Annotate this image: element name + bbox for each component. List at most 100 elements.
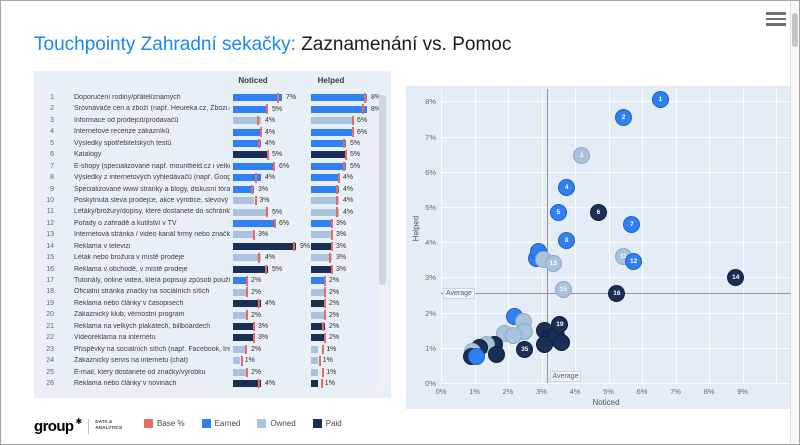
base-percent-tick	[272, 161, 275, 172]
helped-bar-cell: 2%	[311, 321, 383, 332]
scatter-point[interactable]	[487, 346, 505, 364]
noticed-bar[interactable]	[233, 128, 261, 136]
noticed-bar[interactable]	[233, 94, 282, 102]
list-scrollbar[interactable]	[379, 93, 386, 390]
scatter-point-6[interactable]: 6	[589, 203, 607, 221]
scatter-point-35[interactable]: 35	[516, 341, 534, 359]
scatter-point-4[interactable]: 4	[558, 179, 576, 197]
row-label: Videoreklama na internetu	[74, 334, 156, 342]
helped-bar[interactable]	[311, 197, 339, 205]
noticed-bar[interactable]	[233, 174, 261, 182]
noticed-bar[interactable]	[233, 197, 254, 205]
helped-bar[interactable]	[311, 139, 346, 147]
scatter-point[interactable]	[504, 326, 522, 344]
helped-bar[interactable]	[311, 117, 353, 125]
scatter-point-3[interactable]: 3	[573, 147, 591, 165]
page-scrollbar[interactable]	[790, 1, 799, 444]
scatter-point-19[interactable]: 19	[551, 316, 569, 334]
noticed-bar[interactable]	[233, 300, 261, 308]
helped-bar[interactable]	[311, 368, 318, 376]
noticed-bar[interactable]	[233, 208, 268, 216]
scatter-point-15[interactable]: 15	[554, 281, 572, 299]
noticed-bar[interactable]	[233, 139, 261, 147]
table-row: 16 Reklama v obchodě, v místě prodeje 5% 3%	[34, 264, 391, 275]
legend-item-base[interactable]: Base %	[144, 419, 185, 428]
table-row: 20 Zákaznický klub, věrnostní program 2% 2%	[34, 309, 391, 320]
bar-value: 6%	[279, 162, 290, 170]
gridline-vertical	[608, 89, 610, 383]
row-label: Tutoriály, online videa, která popisují …	[74, 277, 230, 284]
noticed-bar[interactable]	[233, 265, 268, 273]
noticed-bar[interactable]	[233, 357, 240, 365]
helped-bar[interactable]	[311, 128, 353, 136]
noticed-bar[interactable]	[233, 162, 275, 170]
noticed-bar[interactable]	[233, 242, 296, 250]
helped-bar[interactable]	[311, 220, 332, 227]
helped-bar[interactable]	[311, 300, 325, 308]
row-rank: 6	[50, 151, 54, 159]
page-scrollbar-thumb[interactable]	[792, 13, 798, 47]
scatter-point[interactable]	[467, 348, 485, 366]
scatter-point-13[interactable]: 13	[544, 254, 562, 272]
helped-bar[interactable]	[311, 242, 332, 250]
noticed-bar[interactable]	[233, 345, 247, 353]
legend-item-owned[interactable]: Owned	[257, 419, 296, 428]
helped-bar[interactable]	[311, 174, 339, 182]
scatter-point-1[interactable]: 1	[651, 91, 669, 109]
helped-bar[interactable]	[311, 357, 318, 365]
y-axis-tick: 7%	[425, 132, 436, 142]
bar-value: 1%	[322, 357, 333, 365]
scatter-point-5[interactable]: 5	[549, 203, 567, 221]
helped-bar[interactable]	[311, 105, 367, 113]
scatter-point-2[interactable]: 2	[615, 108, 633, 126]
helped-bar[interactable]	[311, 334, 325, 342]
scatter-point[interactable]	[553, 334, 571, 352]
helped-bar[interactable]	[311, 311, 325, 319]
row-rank: 8	[50, 174, 54, 182]
chart-menu-icon[interactable]	[766, 12, 786, 28]
list-scrollbar-thumb[interactable]	[379, 95, 386, 285]
noticed-bar[interactable]	[233, 322, 254, 330]
helped-bar[interactable]	[311, 265, 332, 273]
bar-value: 3%	[336, 231, 347, 239]
scatter-point-8[interactable]: 8	[558, 231, 576, 249]
helped-bar[interactable]	[311, 288, 325, 296]
noticed-bar[interactable]	[233, 334, 254, 342]
noticed-bar[interactable]	[233, 380, 261, 388]
helped-bar[interactable]	[311, 322, 325, 330]
scatter-point-7[interactable]: 7	[623, 216, 641, 234]
noticed-bar[interactable]	[233, 105, 268, 113]
helped-bar[interactable]	[311, 345, 318, 353]
helped-bar[interactable]	[311, 162, 346, 170]
noticed-bar[interactable]	[233, 185, 254, 193]
helped-bar[interactable]	[311, 277, 325, 285]
y-axis-tick: 4%	[425, 238, 436, 248]
scatter-point-14[interactable]: 14	[727, 268, 745, 286]
noticed-bar[interactable]	[233, 277, 247, 285]
legend-item-paid[interactable]: Paid	[312, 419, 342, 428]
noticed-bar[interactable]	[233, 368, 247, 376]
noticed-bar[interactable]	[233, 220, 275, 227]
noticed-bar[interactable]	[233, 231, 254, 239]
row-rank: 13	[46, 231, 54, 239]
noticed-bar[interactable]	[233, 311, 247, 319]
helped-bar[interactable]	[311, 231, 332, 239]
x-axis-tick: 5%	[603, 387, 614, 396]
bar-value: 3%	[336, 265, 347, 273]
logo-division-line1: DATA &	[95, 420, 113, 426]
legend-item-earned[interactable]: Earned	[201, 419, 240, 428]
x-axis-title: Noticed	[592, 398, 620, 407]
helped-bar[interactable]	[311, 94, 367, 102]
noticed-bar[interactable]	[233, 288, 247, 296]
row-label: Doporučení rodiny/přátel/známých	[74, 94, 181, 101]
noticed-bar[interactable]	[233, 117, 261, 125]
helped-bar[interactable]	[311, 254, 332, 262]
helped-bar[interactable]	[311, 208, 339, 216]
scatter-point-12[interactable]: 12	[625, 253, 643, 271]
helped-bar[interactable]	[311, 185, 339, 193]
scatter-point-16[interactable]: 16	[608, 284, 626, 302]
helped-bar[interactable]	[311, 151, 346, 159]
helped-bar[interactable]	[311, 380, 318, 388]
noticed-bar[interactable]	[233, 254, 261, 262]
noticed-bar[interactable]	[233, 151, 268, 159]
